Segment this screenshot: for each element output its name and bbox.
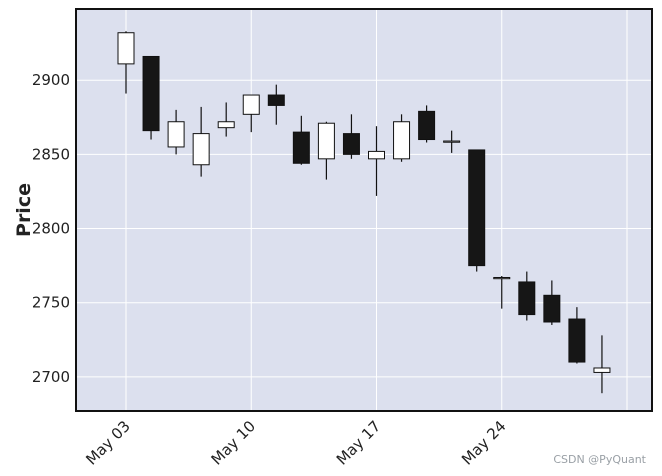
candle-down xyxy=(342,133,360,155)
candle-down xyxy=(418,110,436,141)
candle-up xyxy=(443,140,461,143)
candle-up xyxy=(368,150,385,160)
y-tick-label: 2750 xyxy=(32,294,70,312)
candle-up xyxy=(167,121,185,148)
candle-down xyxy=(568,318,586,363)
y-tick-label: 2850 xyxy=(32,145,70,163)
x-tick-label: May 24 xyxy=(458,417,510,469)
x-tick-label: May 03 xyxy=(82,417,134,469)
candle-up xyxy=(393,121,411,160)
x-tick-label: May 10 xyxy=(208,417,260,469)
y-tick-label: 2800 xyxy=(32,220,70,238)
x-axis: May 03 May 10 May 17 May 24 xyxy=(82,417,509,469)
candle-down xyxy=(292,131,310,164)
candle-down xyxy=(267,94,285,106)
candle-down xyxy=(518,281,536,316)
candle-down xyxy=(142,55,160,132)
candle-down xyxy=(543,294,561,323)
y-axis: 2700 2750 2800 2850 2900 xyxy=(32,71,70,386)
candle-up xyxy=(593,367,611,373)
candles xyxy=(117,31,611,394)
candle-up xyxy=(242,94,260,115)
candle-up xyxy=(117,32,135,65)
candle-up xyxy=(192,133,210,166)
y-tick-label: 2900 xyxy=(32,71,70,89)
candle-up xyxy=(493,276,511,280)
candle-down xyxy=(468,149,486,267)
y-tick-label: 2700 xyxy=(32,368,70,386)
x-tick-label: May 17 xyxy=(333,417,385,469)
watermark: CSDN @PyQuant xyxy=(553,453,646,466)
y-axis-title: Price xyxy=(13,183,35,237)
plot-frame xyxy=(75,8,653,412)
candle-up xyxy=(217,121,235,129)
candle-up xyxy=(317,122,335,160)
plot-background xyxy=(76,9,652,411)
